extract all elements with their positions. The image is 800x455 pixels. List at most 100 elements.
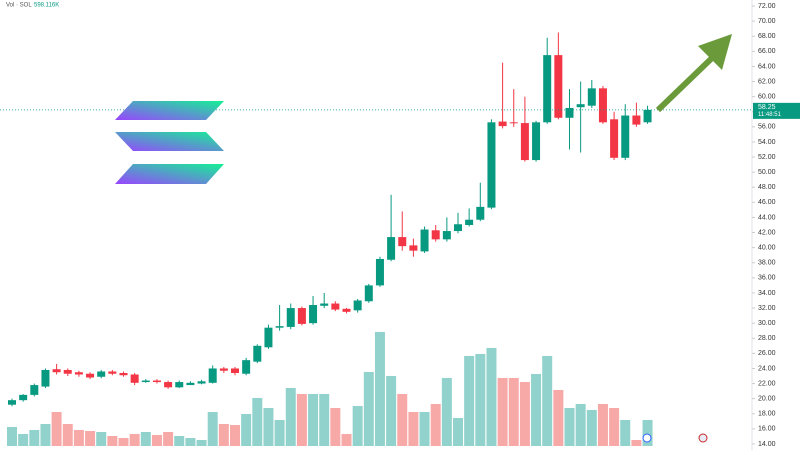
volume-bar <box>140 431 151 446</box>
volume-bar <box>642 419 653 446</box>
y-tick-label: 70.00 <box>758 18 776 25</box>
candle-body <box>275 326 284 328</box>
candle-body <box>8 400 16 405</box>
volume-bar <box>352 405 363 446</box>
candle-body <box>320 303 329 306</box>
y-tick-label: 40.00 <box>758 244 776 251</box>
y-tick-label: 66.00 <box>758 48 776 55</box>
candle-body <box>387 237 396 260</box>
candle-body <box>643 109 652 123</box>
volume-bar <box>174 435 185 446</box>
y-tick-label: 54.00 <box>758 139 776 146</box>
volume-bar <box>620 419 631 446</box>
y-tick-label: 46.00 <box>758 199 776 206</box>
price-axis <box>752 0 800 450</box>
volume-bar <box>7 426 17 446</box>
y-tick-label: 72.00 <box>758 3 776 10</box>
y-tick-label: 52.00 <box>758 154 776 161</box>
volume-bar <box>218 423 229 446</box>
candle-body <box>152 380 161 383</box>
volume-bar <box>274 419 285 446</box>
volume-bar <box>609 407 620 446</box>
candle-body <box>621 115 630 158</box>
candle-body <box>164 382 173 388</box>
volume-bar <box>486 347 497 446</box>
trend-arrow <box>655 34 732 113</box>
candle-body <box>431 230 440 240</box>
y-tick-label: 20.00 <box>758 396 776 403</box>
volume-bar <box>207 411 218 446</box>
volume-bar <box>163 431 174 446</box>
candle-body <box>465 219 474 225</box>
candle-body <box>610 119 619 158</box>
candle-body <box>286 308 295 327</box>
volume-value: 598.116K <box>34 3 59 9</box>
candle-body <box>19 394 28 401</box>
candle-body <box>398 237 407 247</box>
candle-body <box>587 88 596 106</box>
y-tick-label: 56.00 <box>758 124 776 131</box>
y-tick-label: 28.00 <box>758 335 776 342</box>
event-icon[interactable] <box>698 433 708 443</box>
candle-body <box>186 382 195 386</box>
price-axis-labels: 14.00 16.00 18.00 20.00 22.00 24.00 26.00 28.00… <box>752 3 776 448</box>
volume-bar <box>185 437 196 446</box>
y-tick-label: 18.00 <box>758 411 776 418</box>
candle-body <box>487 122 496 208</box>
candle-body <box>576 104 585 108</box>
candle-body <box>520 123 529 161</box>
volume-bar <box>285 387 296 446</box>
volume-bar <box>62 423 73 446</box>
candle-body <box>97 371 106 377</box>
candle-body <box>442 231 451 240</box>
candle-body <box>30 385 39 395</box>
volume-bar <box>196 439 207 446</box>
candle-body <box>242 360 251 374</box>
candle-body <box>52 369 61 373</box>
volume-bar <box>230 424 240 446</box>
volume-bar <box>441 377 452 446</box>
volume-bar <box>475 353 486 446</box>
candle-body <box>598 88 607 123</box>
volume-bar <box>453 417 463 446</box>
last-price-label: 58.25 <box>758 104 776 111</box>
volume-bar <box>330 407 341 446</box>
y-tick-label: 64.00 <box>758 63 776 70</box>
candle-body <box>63 369 72 374</box>
plot-area <box>0 32 752 446</box>
y-tick-label: 50.00 <box>758 169 776 176</box>
volume-bar <box>241 413 252 446</box>
volume-bar <box>341 433 352 446</box>
y-tick-label: 16.00 <box>758 426 776 433</box>
candle-body <box>454 224 462 232</box>
y-tick-label: 26.00 <box>758 350 776 357</box>
volume-bar <box>85 430 96 446</box>
y-tick-label: 62.00 <box>758 78 776 85</box>
y-tick-label: 68.00 <box>758 33 776 40</box>
volume-bar <box>51 411 62 446</box>
y-tick-label: 60.00 <box>758 93 776 100</box>
volume-bar <box>40 423 51 446</box>
y-tick-label: 30.00 <box>758 320 776 327</box>
event-icon[interactable] <box>642 433 652 443</box>
candle-body <box>353 300 362 311</box>
y-tick-label: 22.00 <box>758 380 776 387</box>
candle-body <box>141 380 150 383</box>
y-tick-label: 36.00 <box>758 275 776 282</box>
candle-body <box>175 382 184 388</box>
volume-bar <box>73 429 84 446</box>
volume-bar <box>586 409 597 446</box>
volume-bar <box>296 393 307 446</box>
volume-bar <box>408 411 419 446</box>
candle-body <box>119 372 128 376</box>
volume-bar <box>508 377 519 446</box>
candle-body <box>208 368 217 383</box>
volume-bar <box>519 381 530 446</box>
volume-bar <box>597 403 608 446</box>
volume-bar <box>553 389 564 446</box>
candle-body <box>197 381 206 384</box>
y-tick-label: 48.00 <box>758 184 776 191</box>
candle-body <box>297 308 306 324</box>
volume-bar <box>96 431 107 446</box>
volume-bar <box>386 375 397 446</box>
